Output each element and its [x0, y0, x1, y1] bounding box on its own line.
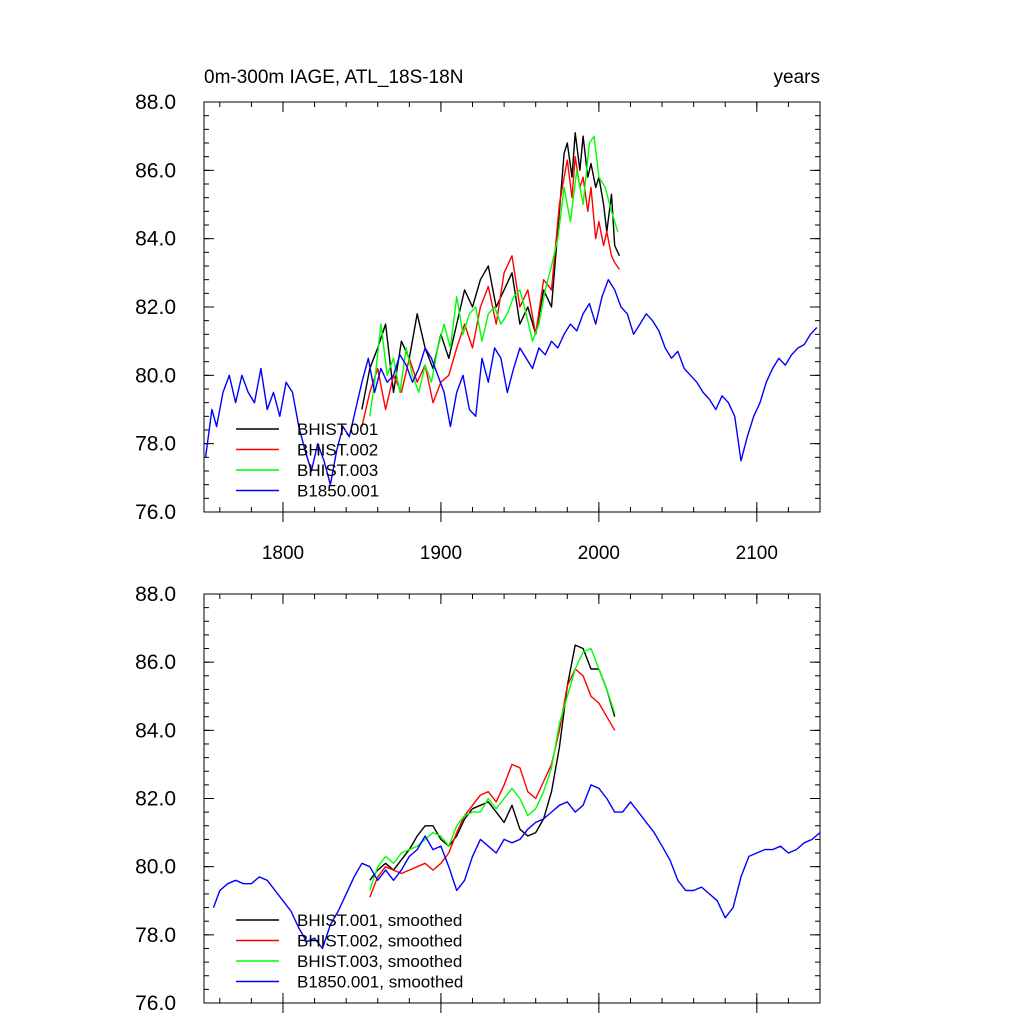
y-tick-label: 86.0 [135, 651, 176, 674]
chart-panel-2: 76.0 78.0 80.0 82.0 84.0 86.0 88.0 BHIST.001, s… [135, 583, 821, 1015]
y-tick-label: 86.0 [135, 159, 176, 182]
y-tick-label: 84.0 [135, 719, 176, 742]
units-label: years [774, 67, 820, 88]
series-line-3 [369, 135, 619, 417]
series-line-3 [369, 647, 616, 891]
series-line-4 [212, 784, 821, 950]
x-tick-label: 2000 [578, 543, 620, 564]
legend-label: BHIST.003, smoothed [297, 952, 462, 971]
y-tick-label: 88.0 [135, 91, 176, 114]
series-line-2 [369, 668, 616, 898]
legend-label: BHIST.002 [297, 441, 378, 460]
legend-label: B1850.001, smoothed [297, 973, 463, 992]
y-tick-label: 80.0 [135, 364, 176, 387]
y-tick-label: 78.0 [135, 924, 176, 947]
legend-label: BHIST.001, smoothed [297, 911, 462, 930]
series-line-4 [204, 279, 818, 486]
y-tick-label: 76.0 [135, 501, 176, 524]
y-tick-label: 78.0 [135, 433, 176, 456]
series-line-1 [361, 132, 621, 410]
y-tick-label: 88.0 [135, 583, 176, 606]
y-tick-label: 82.0 [135, 296, 176, 319]
y-tick-label: 82.0 [135, 788, 176, 811]
x-tick-label: 1800 [262, 543, 304, 564]
y-tick-label: 80.0 [135, 856, 176, 879]
chart-panel-1: 0m-300m IAGE, ATL_18S-18N years 76.0 78.0 80… [135, 67, 821, 564]
x-tick-label: 1900 [420, 543, 462, 564]
x-tick-label: 2100 [736, 543, 778, 564]
chart-title: 0m-300m IAGE, ATL_18S-18N [204, 67, 463, 88]
legend-label: BHIST.002, smoothed [297, 932, 462, 951]
y-tick-label: 84.0 [135, 228, 176, 251]
series-line-1 [369, 644, 616, 881]
legend-label: B1850.001 [297, 482, 379, 501]
legend-label: BHIST.001 [297, 420, 378, 439]
series-line-2 [361, 155, 620, 427]
legend-label: BHIST.003 [297, 461, 378, 480]
y-tick-label: 76.0 [135, 992, 176, 1015]
